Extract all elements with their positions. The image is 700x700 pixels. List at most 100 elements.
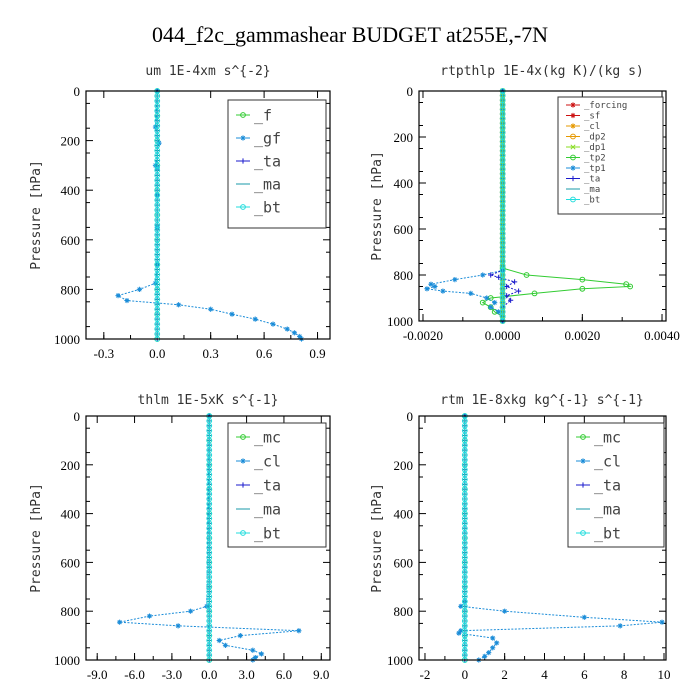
panel-thlm: thlm 1E-5xK s^{-1} Pressure [hPa] 0 200 400… bbox=[29, 393, 331, 682]
data-point bbox=[117, 619, 123, 625]
legend-label: _dp1 bbox=[584, 143, 606, 153]
data-point bbox=[508, 297, 514, 303]
y-tick-label: 600 bbox=[61, 233, 81, 248]
legend-label: _ta bbox=[594, 476, 621, 494]
data-point bbox=[284, 326, 290, 332]
data-point bbox=[258, 651, 265, 657]
data-point bbox=[250, 647, 256, 653]
x-tick-label: -2 bbox=[420, 667, 431, 682]
y-tick-label: 200 bbox=[394, 458, 414, 473]
data-point bbox=[252, 654, 258, 661]
legend-label: _bt bbox=[254, 198, 281, 216]
y-tick-label: 200 bbox=[61, 134, 81, 149]
x-tick-label: 0.0 bbox=[201, 667, 217, 682]
x-tick-label: 0.9 bbox=[309, 346, 325, 361]
y-axis-label: Pressure [hPa] bbox=[29, 160, 44, 270]
data-point bbox=[531, 290, 538, 297]
x-tick-label: 0.0040 bbox=[644, 328, 680, 343]
data-point bbox=[136, 286, 143, 292]
plot-frame bbox=[85, 90, 331, 340]
data-point bbox=[523, 272, 530, 278]
y-tick-label: 800 bbox=[394, 604, 414, 619]
y-tick-label: 800 bbox=[61, 282, 81, 297]
data-point bbox=[486, 650, 492, 656]
data-point bbox=[146, 613, 153, 619]
figure-title: 044_f2c_gammashear BUDGET at255E,-7N bbox=[152, 22, 548, 47]
legend-label: _bt bbox=[594, 524, 621, 542]
x-tick-label: 0 bbox=[462, 667, 469, 682]
y-tick-label: 600 bbox=[394, 555, 414, 570]
data-point bbox=[494, 640, 500, 646]
y-tick-label: 400 bbox=[394, 507, 414, 522]
y-tick-label: 800 bbox=[394, 268, 414, 283]
data-point bbox=[659, 619, 665, 625]
data-point bbox=[175, 623, 181, 629]
y-tick-label: 1000 bbox=[54, 653, 80, 668]
x-tick-label: -0.0020 bbox=[403, 328, 443, 343]
x-tick-label: 0.0 bbox=[149, 346, 165, 361]
legend-label: _ta bbox=[254, 476, 281, 494]
x-tick-label: 3.0 bbox=[238, 667, 254, 682]
data-point bbox=[580, 530, 586, 536]
legend-label: _dp2 bbox=[584, 133, 606, 143]
y-tick-label: 0 bbox=[407, 84, 414, 99]
panel-um: um 1E-4xm s^{-2} Pressure [hPa] 0 200 400 60… bbox=[29, 64, 331, 361]
legend-label: _cl bbox=[254, 452, 281, 470]
x-tick-label: -6.0 bbox=[124, 667, 145, 682]
y-axis-label: Pressure [hPa] bbox=[29, 483, 44, 593]
legend-label: _ta bbox=[584, 175, 600, 185]
data-point bbox=[496, 309, 502, 315]
data-point bbox=[297, 333, 303, 340]
y-axis-label: Pressure [hPa] bbox=[370, 483, 385, 593]
legend-label: _cl bbox=[584, 122, 600, 132]
y-tick-label: 800 bbox=[61, 604, 81, 619]
data-point bbox=[515, 288, 522, 294]
data-point bbox=[432, 283, 438, 290]
series-line bbox=[119, 415, 299, 661]
data-point bbox=[240, 135, 246, 141]
data-point bbox=[291, 330, 297, 336]
legend-label: _forcing bbox=[584, 101, 627, 111]
data-point bbox=[504, 283, 510, 290]
data-point bbox=[570, 154, 576, 161]
legend-label: _mc bbox=[594, 428, 621, 446]
data-point bbox=[296, 628, 302, 634]
data-point bbox=[156, 140, 162, 146]
legend-label: _ma bbox=[584, 185, 600, 195]
y-axis-label: Pressure [hPa] bbox=[370, 151, 385, 261]
x-tick-label: 2 bbox=[501, 667, 508, 682]
legend-label: _tp1 bbox=[584, 164, 606, 174]
y-tick-label: 400 bbox=[61, 507, 81, 522]
legend-label: _gf bbox=[254, 129, 281, 147]
data-point bbox=[240, 482, 246, 488]
y-tick-label: 1000 bbox=[387, 653, 413, 668]
data-point bbox=[240, 204, 246, 210]
panel-rtpthlp: rtpthlp 1E-4x(kg K)/(kg s) Pressure [hPa… bbox=[370, 64, 680, 343]
legend-box bbox=[557, 96, 664, 215]
data-point bbox=[482, 653, 488, 659]
plot-frame bbox=[418, 90, 667, 322]
x-tick-label: 10 bbox=[658, 667, 671, 682]
data-point bbox=[570, 175, 576, 182]
data-point bbox=[252, 316, 258, 322]
legend-label: _f bbox=[254, 106, 272, 124]
x-tick-label: -9.0 bbox=[87, 667, 108, 682]
data-point bbox=[240, 158, 246, 164]
data-point bbox=[216, 637, 222, 644]
plot-frame bbox=[418, 415, 667, 661]
y-tick-label: 200 bbox=[394, 130, 414, 145]
x-tick-label: 6 bbox=[581, 667, 588, 682]
x-tick-label: 8 bbox=[621, 667, 628, 682]
x-tick-label: 6.0 bbox=[276, 667, 292, 682]
data-point bbox=[187, 608, 194, 614]
x-tick-label: 4 bbox=[541, 667, 548, 682]
x-tick-label: 0.0000 bbox=[485, 328, 521, 343]
panel-title: um 1E-4xm s^{-2} bbox=[145, 64, 270, 79]
x-tick-label: 0.3 bbox=[203, 346, 219, 361]
data-point bbox=[579, 285, 586, 292]
data-point bbox=[458, 603, 464, 609]
data-point bbox=[617, 623, 623, 629]
x-tick-label: 0.6 bbox=[256, 346, 273, 361]
data-point bbox=[580, 434, 586, 440]
